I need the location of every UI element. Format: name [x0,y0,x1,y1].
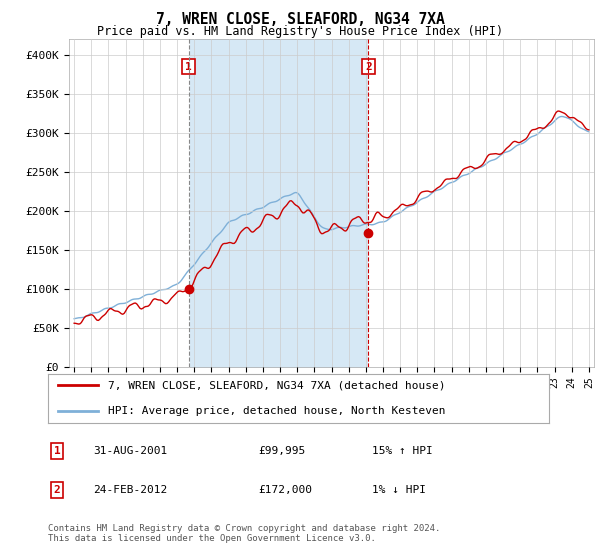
Text: 7, WREN CLOSE, SLEAFORD, NG34 7XA (detached house): 7, WREN CLOSE, SLEAFORD, NG34 7XA (detac… [108,380,446,390]
Text: Contains HM Land Registry data © Crown copyright and database right 2024.
This d: Contains HM Land Registry data © Crown c… [48,524,440,543]
Text: 2: 2 [365,62,372,72]
Text: £172,000: £172,000 [258,485,312,495]
Text: £99,995: £99,995 [258,446,305,456]
Text: 1: 1 [53,446,61,456]
Text: 2: 2 [53,485,61,495]
Text: 24-FEB-2012: 24-FEB-2012 [93,485,167,495]
Text: Price paid vs. HM Land Registry's House Price Index (HPI): Price paid vs. HM Land Registry's House … [97,25,503,38]
Text: 1: 1 [185,62,192,72]
Text: 1% ↓ HPI: 1% ↓ HPI [372,485,426,495]
Text: 15% ↑ HPI: 15% ↑ HPI [372,446,433,456]
Text: 7, WREN CLOSE, SLEAFORD, NG34 7XA: 7, WREN CLOSE, SLEAFORD, NG34 7XA [155,12,445,27]
Text: 31-AUG-2001: 31-AUG-2001 [93,446,167,456]
Text: HPI: Average price, detached house, North Kesteven: HPI: Average price, detached house, Nort… [108,406,446,416]
